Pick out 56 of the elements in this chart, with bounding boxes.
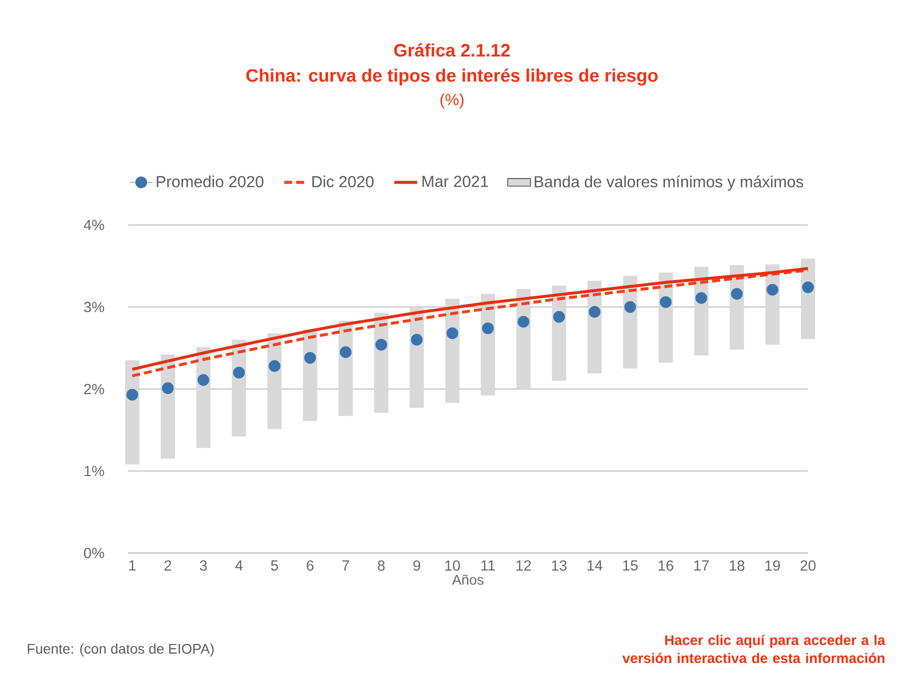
x-tick-label: 17: [694, 560, 709, 570]
point: [802, 281, 814, 294]
x-tick-label: 3: [200, 560, 207, 571]
y-tick-label: 1%: [84, 466, 104, 476]
point: [233, 366, 245, 378]
point: [588, 306, 600, 318]
x-tick-label: 1: [129, 560, 136, 570]
point: [660, 296, 672, 308]
point: [162, 382, 174, 394]
source-note: Fuente: (con datos de EIOPA): [28, 643, 214, 657]
x-tick-label: 5: [271, 560, 278, 571]
point: [766, 284, 778, 296]
legend-label: Banda de valores mínimos y máximos: [534, 175, 804, 191]
point: [553, 310, 565, 323]
x-tick-label: 11: [481, 560, 495, 570]
x-tick-label: 18: [730, 560, 744, 571]
x-tick-label: 20: [800, 560, 816, 571]
legend-label: Promedio 2020: [156, 176, 264, 188]
x-tick-label: 12: [516, 560, 531, 571]
x-tick-label: 4: [235, 560, 243, 570]
x-tick-label: 10: [445, 560, 460, 571]
x-axis-title: Años: [452, 574, 484, 585]
point: [268, 360, 280, 372]
x-tick-label: 7: [342, 560, 350, 570]
point: [518, 316, 530, 328]
chart-subtitle: China: curva de tipos de interés libres de riesgo: [246, 68, 658, 86]
x-tick-label: 16: [658, 560, 674, 571]
x-tick-label: 14: [588, 560, 602, 570]
y-tick-label: 0%: [84, 548, 104, 558]
point: [446, 327, 458, 340]
point: [410, 334, 423, 346]
x-tick-label: 13: [552, 560, 567, 571]
point: [340, 346, 352, 358]
point: [482, 322, 494, 334]
text: Hacer clic aquí para acceder a la versión interactiva de esta información: [622, 634, 886, 664]
x-tick-label: 19: [765, 560, 780, 571]
x-tick-label: 2: [164, 560, 172, 571]
point: [198, 374, 210, 386]
legend-label: Mar 2021: [422, 176, 488, 188]
x-tick-label: 15: [623, 560, 638, 571]
legend-label: Dic 2020: [312, 176, 374, 188]
text: (%): [440, 94, 464, 108]
x-tick-label: 8: [378, 560, 385, 571]
point: [695, 292, 708, 304]
y-tick-label: 4%: [84, 220, 104, 230]
point: [624, 301, 636, 313]
y-tick-label: 3%: [84, 302, 104, 312]
chart-title: Gráfica 2.1.12: [394, 43, 510, 57]
y-tick-label: 2%: [84, 384, 104, 394]
x-tick-label: 9: [413, 560, 420, 571]
point: [375, 338, 388, 351]
point: [304, 352, 316, 364]
point: [126, 388, 138, 401]
point: [731, 288, 743, 300]
x-tick-label: 6: [306, 560, 314, 571]
bar: [125, 360, 140, 464]
